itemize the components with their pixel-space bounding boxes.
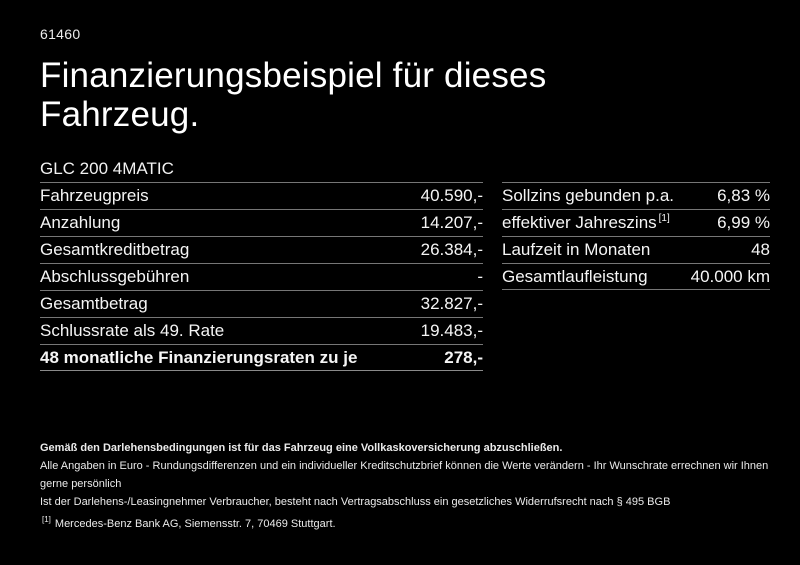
footnote-bank: [1] Mercedes-Benz Bank AG, Siemensstr. 7,…	[40, 516, 770, 532]
table-row-anzahlung: Anzahlung 14.207,-	[40, 209, 483, 236]
row-label: Gesamtbetrag	[40, 294, 148, 313]
disclaimer-line-insurance: Gemäß den Darlehensbedingungen ist für d…	[40, 442, 563, 454]
row-label: Abschlussgebühren	[40, 267, 190, 286]
row-value: 48	[751, 240, 770, 259]
row-label: Gesamtlaufleistung	[502, 266, 648, 286]
vehicle-model: GLC 200 4MATIC	[40, 159, 174, 178]
table-row-gesamtlaufleistung: Gesamtlaufleistung 40.000 km	[502, 263, 770, 290]
disclaimer-text: Gemäß den Darlehensbedingungen ist für d…	[40, 439, 770, 511]
row-label: effektiver Jahreszins [1]	[502, 213, 670, 232]
footnote-marker: [1]	[42, 515, 51, 525]
row-label: Anzahlung	[40, 213, 121, 232]
row-value: 26.384,-	[420, 240, 483, 259]
row-value: 40.000 km	[690, 266, 770, 286]
row-value: 40.590,-	[420, 186, 483, 205]
financing-terms-table: Sollzins gebunden p.a. 6,83 % effektiver…	[502, 182, 770, 371]
table-row-schlussrate: Schlussrate als 49. Rate 19.483,-	[40, 317, 483, 344]
row-value: 19.483,-	[420, 321, 483, 340]
row-value: 278,-	[444, 347, 483, 367]
footnote-marker: [1]	[658, 213, 670, 225]
row-label: Sollzins gebunden p.a.	[502, 186, 675, 205]
page-title: Finanzierungsbeispiel für dieses Fahrzeu…	[40, 56, 547, 134]
table-row-monatsrate: 48 monatliche Finanzierungsraten zu je 2…	[40, 344, 483, 371]
financing-tables: GLC 200 4MATIC Fahrzeugpreis 40.590,- An…	[40, 158, 770, 371]
table-row-abschlussgebuehren: Abschlussgebühren -	[40, 263, 483, 290]
row-label: 48 monatliche Finanzierungsraten zu je	[40, 347, 358, 367]
table-row-effektiver-jahreszins: effektiver Jahreszins [1] 6,99 %	[502, 209, 770, 236]
table-row-gesamtbetrag: Gesamtbetrag 32.827,-	[40, 290, 483, 317]
row-label: Laufzeit in Monaten	[502, 240, 651, 259]
row-value: -	[477, 267, 483, 286]
row-label: Fahrzeugpreis	[40, 186, 149, 205]
row-label: Gesamtkreditbetrag	[40, 240, 190, 259]
disclaimer-line-euro: Alle Angaben in Euro - Rundungsdifferenz…	[40, 460, 769, 490]
row-value: 32.827,-	[420, 294, 483, 313]
disclaimer-line-widerruf: Ist der Darlehens-/Leasingnehmer Verbrau…	[40, 496, 671, 508]
table-row-fahrzeugpreis: Fahrzeugpreis 40.590,-	[40, 182, 483, 209]
row-value: 14.207,-	[420, 213, 483, 232]
financing-costs-table: GLC 200 4MATIC Fahrzeugpreis 40.590,- An…	[40, 158, 483, 371]
row-value: 6,83 %	[717, 186, 770, 205]
doc-number: 61460	[40, 26, 81, 42]
row-value: 6,99 %	[717, 213, 770, 232]
table-row-gesamtkreditbetrag: Gesamtkreditbetrag 26.384,-	[40, 236, 483, 263]
row-label: Schlussrate als 49. Rate	[40, 321, 225, 340]
table-row-laufzeit: Laufzeit in Monaten 48	[502, 236, 770, 263]
table-row-sollzins: Sollzins gebunden p.a. 6,83 %	[502, 182, 770, 209]
footnote-text: Mercedes-Benz Bank AG, Siemensstr. 7, 70…	[54, 518, 336, 530]
